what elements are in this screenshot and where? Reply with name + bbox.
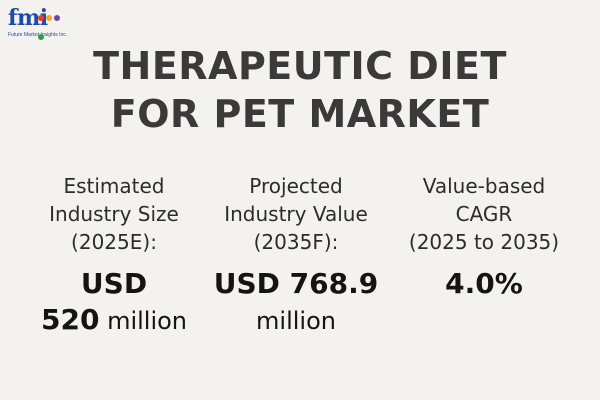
stat-projected-value: Projected Industry Value (2035F): USD 76… — [196, 172, 396, 339]
logo-dot — [54, 15, 60, 21]
logo-dot — [38, 34, 44, 40]
stat-label-line: (2025E): — [71, 230, 157, 254]
stat-value-line: million — [196, 302, 396, 339]
stat-value: USD 768.9 million — [196, 266, 396, 339]
stat-value-unit: million — [99, 307, 188, 335]
logo-dot — [38, 15, 44, 21]
stat-value-line: USD — [80, 267, 148, 300]
stat-estimated-size: Estimated Industry Size (2025E): USD 520… — [14, 172, 214, 339]
stat-value-line: USD 768.9 — [213, 267, 379, 300]
stat-label-line: CAGR — [455, 202, 513, 226]
logo-mark: fmi — [8, 6, 78, 40]
stat-label-line: Estimated — [63, 174, 165, 198]
stat-label-line: Projected — [249, 174, 343, 198]
stat-label-line: Value-based — [422, 174, 546, 198]
logo-dot — [46, 15, 52, 21]
stat-value: 4.0% — [384, 266, 584, 302]
stat-cagr: Value-based CAGR (2025 to 2035) 4.0% — [384, 172, 584, 302]
stat-label: Value-based CAGR (2025 to 2035) — [384, 172, 584, 256]
stat-label-line: Industry Size — [49, 202, 179, 226]
stat-label-line: (2025 to 2035) — [408, 230, 560, 254]
stat-label-line: (2035F): — [253, 230, 339, 254]
stat-label: Estimated Industry Size (2025E): — [14, 172, 214, 256]
title-line-1: THERAPEUTIC DIET — [93, 44, 507, 88]
stat-label: Projected Industry Value (2035F): — [196, 172, 396, 256]
stat-value-unit: million — [256, 307, 336, 335]
stat-value-line: 4.0% — [445, 267, 523, 300]
title-line-2: FOR PET MARKET — [110, 92, 490, 136]
stat-value-number: 520 — [40, 303, 100, 336]
logo-dots — [38, 6, 68, 40]
stat-value: USD 520 million — [14, 266, 214, 339]
page-title: THERAPEUTIC DIET FOR PET MARKET — [0, 42, 600, 138]
stat-label-line: Industry Value — [224, 202, 368, 226]
logo-tagline: Future Market Insights Inc. — [8, 32, 68, 38]
company-logo: fmi Future Market Insights Inc. — [8, 6, 78, 42]
stat-value-line: 520 million — [14, 302, 214, 339]
